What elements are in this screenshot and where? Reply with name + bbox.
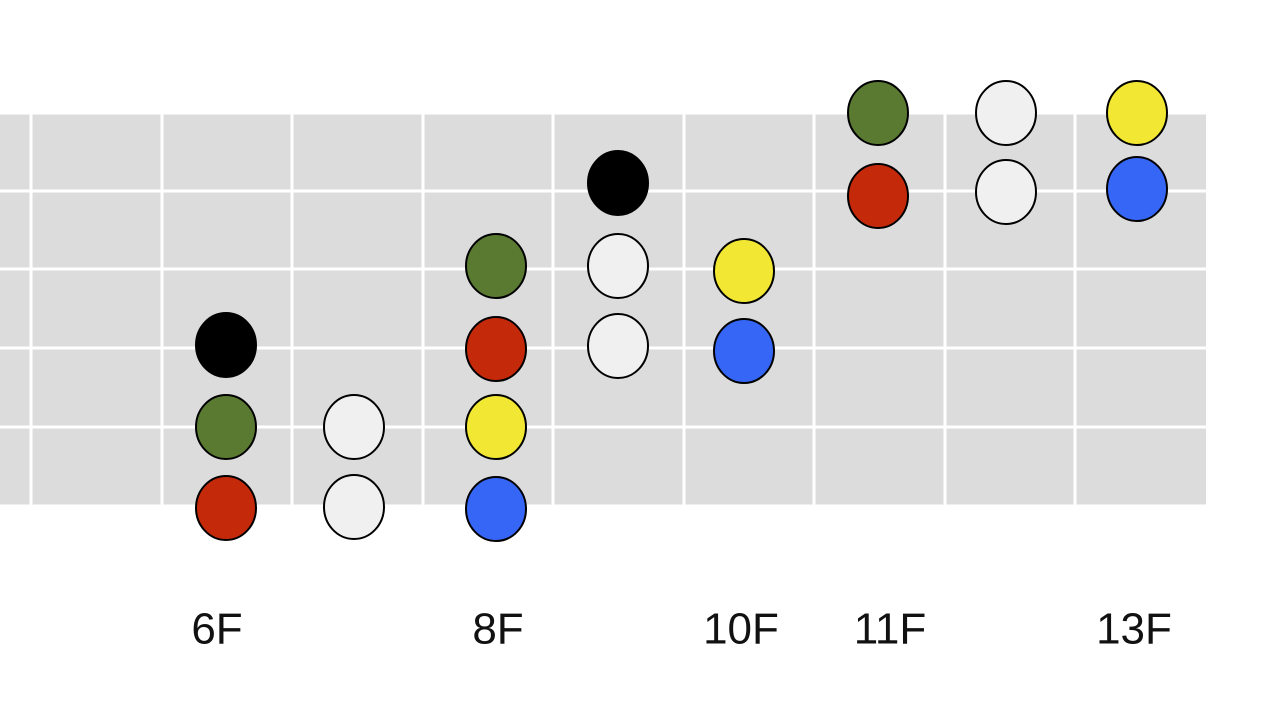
fret-label: 10F <box>703 605 779 654</box>
note-dot <box>587 313 649 379</box>
note-dot <box>975 80 1037 146</box>
note-dot <box>587 233 649 299</box>
note-dot <box>1106 156 1168 222</box>
note-dot <box>465 233 527 299</box>
note-dot <box>587 150 649 216</box>
note-dot <box>465 476 527 542</box>
note-dot <box>975 159 1037 225</box>
note-dot <box>713 238 775 304</box>
note-dot <box>465 394 527 460</box>
note-dot <box>195 475 257 541</box>
fret-label: 11F <box>854 605 927 654</box>
note-dot <box>847 80 909 146</box>
note-dot <box>1106 80 1168 146</box>
note-dot <box>323 394 385 460</box>
note-dot <box>195 394 257 460</box>
note-dot <box>713 318 775 384</box>
fret-label: 13F <box>1096 605 1172 654</box>
fret-label: 8F <box>472 605 523 654</box>
note-dot <box>847 163 909 229</box>
fret-label: 6F <box>191 605 242 654</box>
note-dot <box>323 474 385 540</box>
note-dot <box>195 312 257 378</box>
note-dots <box>195 80 1168 542</box>
note-dot <box>465 316 527 382</box>
